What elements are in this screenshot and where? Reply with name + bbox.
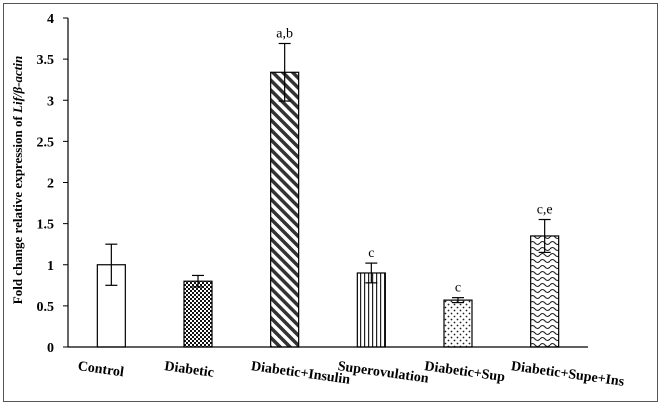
y-tick-label: 2.5 xyxy=(37,135,55,150)
y-tick-label: 0.5 xyxy=(37,300,55,315)
bar xyxy=(183,280,213,348)
y-axis-label: Fold change relative expression of Lif/β… xyxy=(10,56,25,304)
plot-frame xyxy=(3,3,658,402)
significance-annotation: a,b xyxy=(276,26,293,41)
bar xyxy=(443,299,473,348)
x-category-label: Diabetic+Supe+Ins xyxy=(510,359,626,390)
bars-group xyxy=(96,71,560,348)
x-category-label: Control xyxy=(77,359,125,380)
x-category-label: Superovulation xyxy=(337,359,430,387)
y-tick-label: 3.5 xyxy=(37,53,55,68)
y-tick-label: 1 xyxy=(47,259,54,274)
y-tick-label: 3 xyxy=(47,94,54,109)
bar xyxy=(356,272,386,348)
error-bars-group xyxy=(105,42,551,304)
x-category-label: Diabetic xyxy=(163,359,214,381)
bar xyxy=(270,71,300,348)
significance-annotation: c,e xyxy=(537,203,553,218)
annotations-group: a,b c c c,e xyxy=(276,26,552,295)
y-tick-label: 2 xyxy=(47,177,54,192)
y-tick-label: 0 xyxy=(47,341,54,356)
y-axis-ticks: 0 0.5 1 1.5 2 2.5 3 3.5 4 xyxy=(37,12,68,356)
x-category-label: Diabetic+Sup xyxy=(423,359,506,385)
significance-annotation: c xyxy=(368,246,374,261)
y-tick-label: 4 xyxy=(47,12,54,27)
significance-annotation: c xyxy=(455,281,461,296)
bar xyxy=(530,235,560,348)
x-axis-labels: Control Diabetic Diabetic+InsulinSuperovul… xyxy=(77,359,626,390)
y-tick-label: 1.5 xyxy=(37,218,55,233)
